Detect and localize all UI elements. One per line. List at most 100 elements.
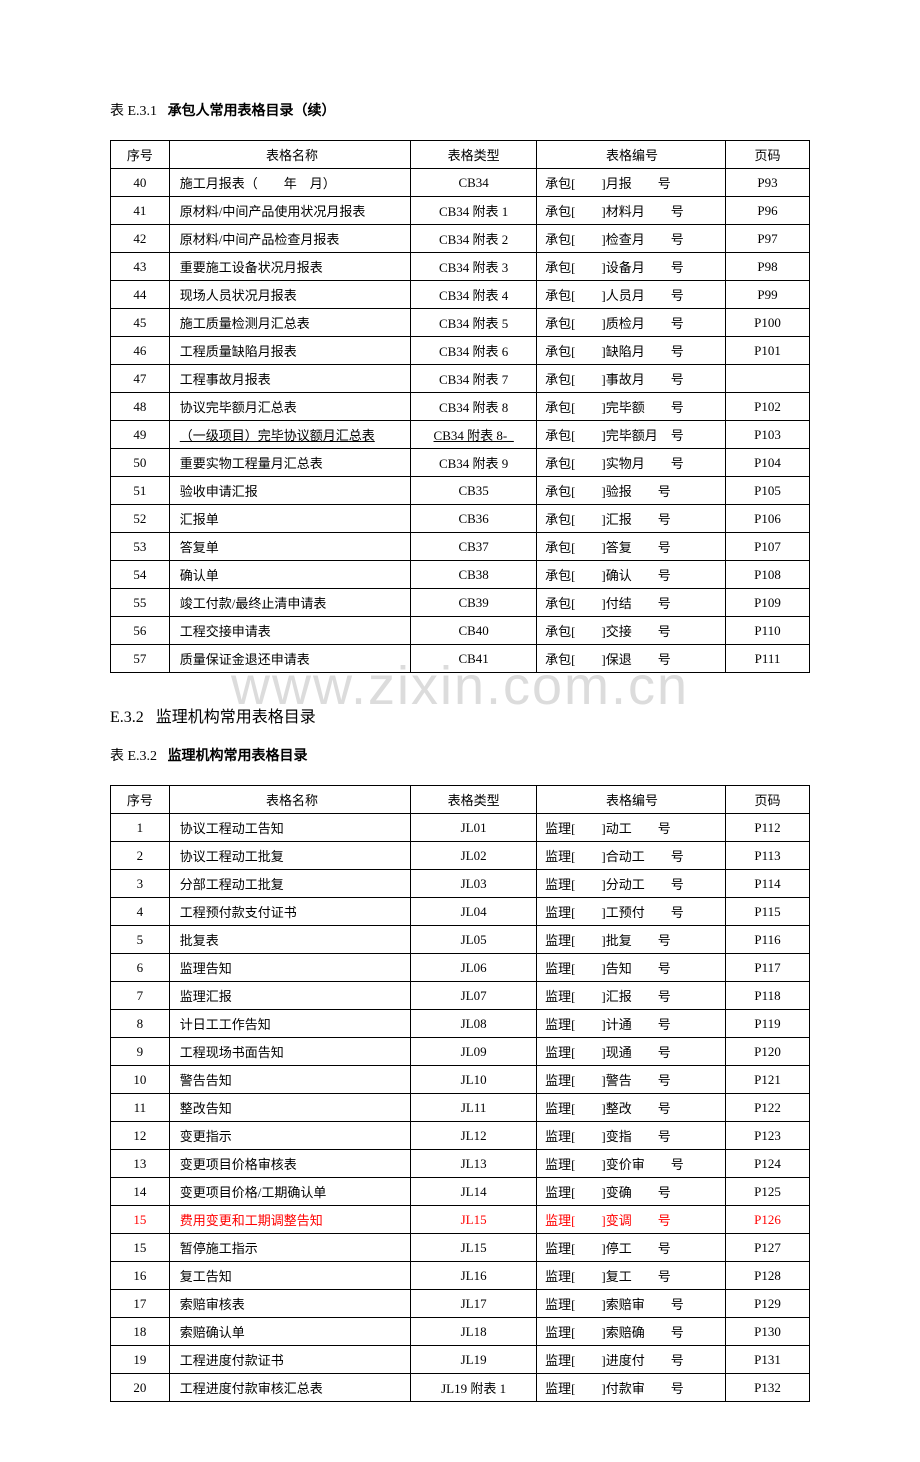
table-cell: JL12 — [411, 1122, 537, 1150]
table-cell: 验收申请汇报 — [169, 477, 410, 505]
table-row: 6监理告知JL06监理[ ]告知 号P117 — [111, 954, 810, 982]
table-row: 46工程质量缺陷月报表CB34 附表 6承包[ ]缺陷月 号P101 — [111, 337, 810, 365]
table-cell: P119 — [726, 1010, 810, 1038]
table-cell: P112 — [726, 814, 810, 842]
table-cell: 承包[ ]交接 号 — [537, 617, 726, 645]
table-row: 20工程进度付款审核汇总表JL19 附表 1监理[ ]付款审 号P132 — [111, 1374, 810, 1402]
table-cell: 49 — [111, 421, 170, 449]
section2-heading: E.3.2 监理机构常用表格目录 — [110, 703, 810, 727]
table-cell: 汇报单 — [169, 505, 410, 533]
table-row: 41原材料/中间产品使用状况月报表CB34 附表 1承包[ ]材料月 号P96 — [111, 197, 810, 225]
table-row: 15暂停施工指示JL15监理[ ]停工 号P127 — [111, 1234, 810, 1262]
table-cell: 费用变更和工期调整告知 — [169, 1206, 410, 1234]
table-cell: CB34 附表 4 — [411, 281, 537, 309]
table-row: 48协议完毕额月汇总表CB34 附表 8承包[ ]完毕额 号P102 — [111, 393, 810, 421]
table-cell: 工程交接申请表 — [169, 617, 410, 645]
table-row: 18索赔确认单JL18监理[ ]索赔确 号P130 — [111, 1318, 810, 1346]
table-cell: 承包[ ]汇报 号 — [537, 505, 726, 533]
table-cell: 协议完毕额月汇总表 — [169, 393, 410, 421]
table-row: 42原材料/中间产品检查月报表CB34 附表 2承包[ ]检查月 号P97 — [111, 225, 810, 253]
table-row: 3分部工程动工批复JL03监理[ ]分动工 号P114 — [111, 870, 810, 898]
table-row: 13变更项目价格审核表JL13监理[ ]变价审 号P124 — [111, 1150, 810, 1178]
table-cell: JL11 — [411, 1094, 537, 1122]
table-cell: JL02 — [411, 842, 537, 870]
header-type: 表格类型 — [411, 141, 537, 169]
table-cell: 8 — [111, 1010, 170, 1038]
table-row: 12变更指示JL12监理[ ]变指 号P123 — [111, 1122, 810, 1150]
table-cell: 55 — [111, 589, 170, 617]
table-cell: 承包[ ]人员月 号 — [537, 281, 726, 309]
table2: 序号 表格名称 表格类型 表格编号 页码 1协议工程动工告知JL01监理[ ]动… — [110, 785, 810, 1402]
table-row: 45施工质量检测月汇总表CB34 附表 5承包[ ]质检月 号P100 — [111, 309, 810, 337]
table-cell: JL19 附表 1 — [411, 1374, 537, 1402]
table-cell: 批复表 — [169, 926, 410, 954]
section2-text: 监理机构常用表格目录 — [156, 709, 316, 726]
table-cell: JL05 — [411, 926, 537, 954]
table-row: 50重要实物工程量月汇总表CB34 附表 9承包[ ]实物月 号P104 — [111, 449, 810, 477]
table-cell: CB34 — [411, 169, 537, 197]
table-cell: P108 — [726, 561, 810, 589]
table-cell: P124 — [726, 1150, 810, 1178]
table-cell: CB36 — [411, 505, 537, 533]
table-cell: 监理[ ]整改 号 — [537, 1094, 726, 1122]
table-row: 51验收申请汇报CB35承包[ ]验报 号P105 — [111, 477, 810, 505]
table-cell: 监理[ ]警告 号 — [537, 1066, 726, 1094]
table-cell: 协议工程动工告知 — [169, 814, 410, 842]
table-cell: JL06 — [411, 954, 537, 982]
table-cell: CB34 附表 8 — [411, 393, 537, 421]
table-cell: 51 — [111, 477, 170, 505]
header-page: 页码 — [726, 141, 810, 169]
table-cell: 索赔确认单 — [169, 1318, 410, 1346]
table-cell: 47 — [111, 365, 170, 393]
table-cell: P99 — [726, 281, 810, 309]
table-cell: JL15 — [411, 1234, 537, 1262]
table-cell: 现场人员状况月报表 — [169, 281, 410, 309]
table-cell: （一级项目）完毕协议额月汇总表 — [169, 421, 410, 449]
header-seq: 序号 — [111, 786, 170, 814]
table2-header-row: 序号 表格名称 表格类型 表格编号 页码 — [111, 786, 810, 814]
header-type: 表格类型 — [411, 786, 537, 814]
table-cell: P122 — [726, 1094, 810, 1122]
table-cell: 45 — [111, 309, 170, 337]
table-cell: 17 — [111, 1290, 170, 1318]
table-cell: 12 — [111, 1122, 170, 1150]
table-cell: 变更指示 — [169, 1122, 410, 1150]
table-cell: 52 — [111, 505, 170, 533]
table-cell: P106 — [726, 505, 810, 533]
table-cell: 监理[ ]告知 号 — [537, 954, 726, 982]
table-cell: JL10 — [411, 1066, 537, 1094]
table-row: 52汇报单CB36承包[ ]汇报 号P106 — [111, 505, 810, 533]
table-cell: 42 — [111, 225, 170, 253]
table-row: 1协议工程动工告知JL01监理[ ]动工 号P112 — [111, 814, 810, 842]
table-row: 54确认单CB38承包[ ]确认 号P108 — [111, 561, 810, 589]
table-cell: JL08 — [411, 1010, 537, 1038]
table-row: 44现场人员状况月报表CB34 附表 4承包[ ]人员月 号P99 — [111, 281, 810, 309]
table-cell: 竣工付款/最终止清申请表 — [169, 589, 410, 617]
section2-num: E.3.2 — [110, 709, 144, 726]
table-cell: 重要施工设备状况月报表 — [169, 253, 410, 281]
table-cell: 工程进度付款证书 — [169, 1346, 410, 1374]
table-cell: 57 — [111, 645, 170, 673]
table1-title-prefix: 表 E.3.1 — [110, 104, 157, 119]
table-cell: CB34 附表 3 — [411, 253, 537, 281]
table-cell: JL15 — [411, 1206, 537, 1234]
table-cell: P105 — [726, 477, 810, 505]
table-cell: 46 — [111, 337, 170, 365]
table-cell: 原材料/中间产品使用状况月报表 — [169, 197, 410, 225]
table-cell: P117 — [726, 954, 810, 982]
table-cell: 监理[ ]索赔确 号 — [537, 1318, 726, 1346]
table-cell: P100 — [726, 309, 810, 337]
table-row: 56工程交接申请表CB40承包[ ]交接 号P110 — [111, 617, 810, 645]
table-cell: P111 — [726, 645, 810, 673]
table-cell: P131 — [726, 1346, 810, 1374]
table-cell: 监理[ ]批复 号 — [537, 926, 726, 954]
table-cell: JL18 — [411, 1318, 537, 1346]
table-cell: P110 — [726, 617, 810, 645]
header-page: 页码 — [726, 786, 810, 814]
table-cell: JL07 — [411, 982, 537, 1010]
table1-title-text: 承包人常用表格目录（续） — [168, 104, 336, 119]
table-cell: 56 — [111, 617, 170, 645]
header-name: 表格名称 — [169, 141, 410, 169]
table-cell: P101 — [726, 337, 810, 365]
table1-header-row: 序号 表格名称 表格类型 表格编号 页码 — [111, 141, 810, 169]
